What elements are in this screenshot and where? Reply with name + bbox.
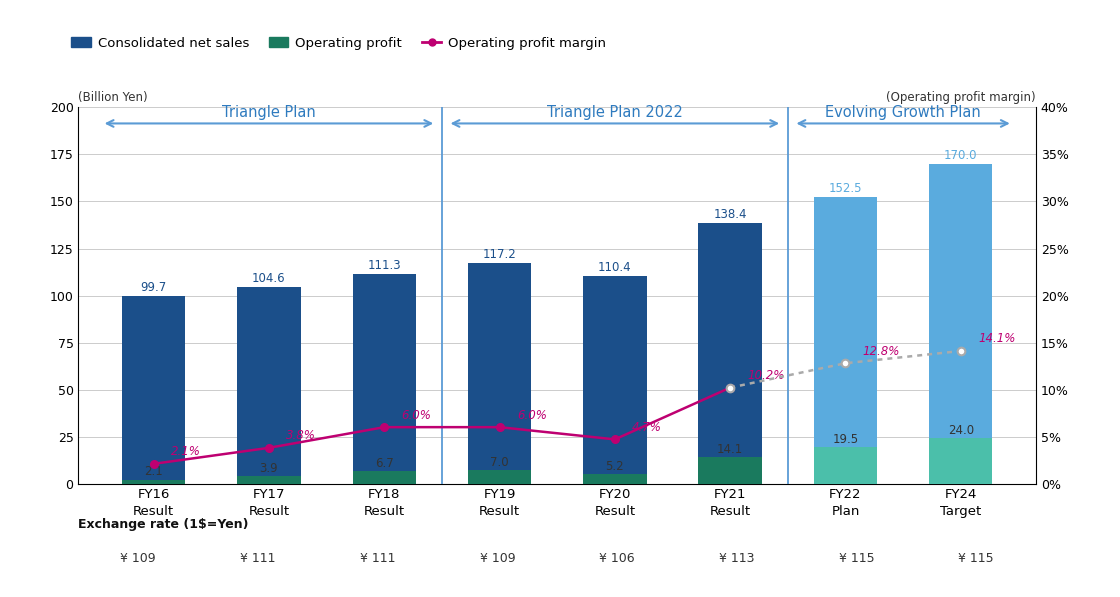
Bar [122, 479, 185, 484]
Bar [468, 470, 531, 484]
Bar [584, 474, 646, 484]
Text: 19.5: 19.5 [832, 433, 859, 446]
Text: ¥ 111: ¥ 111 [360, 552, 395, 565]
Text: ¥ 106: ¥ 106 [599, 552, 635, 565]
Bar [353, 471, 416, 484]
Text: 6.0%: 6.0% [516, 408, 547, 421]
Text: Evolving Growth Plan: Evolving Growth Plan [825, 104, 981, 119]
Text: ¥ 113: ¥ 113 [719, 552, 755, 565]
Text: 99.7: 99.7 [140, 281, 167, 294]
Text: ¥ 109: ¥ 109 [479, 552, 515, 565]
Text: 6.7: 6.7 [375, 457, 393, 470]
Text: 138.4: 138.4 [713, 208, 747, 221]
Text: 6.0%: 6.0% [402, 408, 431, 421]
Text: 110.4: 110.4 [598, 261, 632, 273]
Bar [930, 164, 992, 484]
Bar [584, 276, 646, 484]
Text: 170.0: 170.0 [944, 149, 978, 162]
Bar [930, 438, 992, 484]
Text: 111.3: 111.3 [367, 259, 401, 272]
Text: Exchange rate (1$=Yen): Exchange rate (1$=Yen) [78, 518, 249, 531]
Text: ¥ 115: ¥ 115 [959, 552, 993, 565]
Text: (Operating profit margin): (Operating profit margin) [886, 91, 1036, 104]
Bar [814, 197, 877, 484]
Text: 14.1: 14.1 [717, 443, 744, 456]
Text: 2.1%: 2.1% [171, 445, 200, 458]
Legend: Consolidated net sales, Operating profit, Operating profit margin: Consolidated net sales, Operating profit… [66, 31, 612, 55]
Bar [699, 457, 762, 484]
Text: 104.6: 104.6 [252, 272, 286, 285]
Text: 10.2%: 10.2% [747, 369, 785, 382]
Text: 3.8%: 3.8% [287, 429, 316, 442]
Text: ¥ 115: ¥ 115 [839, 552, 875, 565]
Bar [353, 274, 416, 484]
Text: 2.1: 2.1 [144, 466, 164, 478]
Text: 3.9: 3.9 [260, 462, 278, 475]
Text: Triangle Plan 2022: Triangle Plan 2022 [547, 104, 683, 119]
Text: 117.2: 117.2 [483, 248, 516, 261]
Text: 152.5: 152.5 [829, 181, 862, 195]
Text: (Billion Yen): (Billion Yen) [78, 91, 148, 104]
Text: ¥ 109: ¥ 109 [121, 552, 156, 565]
Text: ¥ 111: ¥ 111 [240, 552, 276, 565]
Text: Triangle Plan: Triangle Plan [222, 104, 316, 119]
Bar [814, 447, 877, 484]
Bar [237, 287, 300, 484]
Text: 24.0: 24.0 [948, 424, 973, 438]
Text: 12.8%: 12.8% [862, 344, 900, 358]
Bar [122, 296, 185, 484]
Bar [468, 263, 531, 484]
Text: 5.2: 5.2 [606, 460, 624, 473]
Text: 14.1%: 14.1% [978, 333, 1016, 345]
Bar [237, 476, 300, 484]
Text: 4.7%: 4.7% [632, 421, 662, 434]
Text: 7.0: 7.0 [491, 456, 508, 469]
Bar [699, 223, 762, 484]
